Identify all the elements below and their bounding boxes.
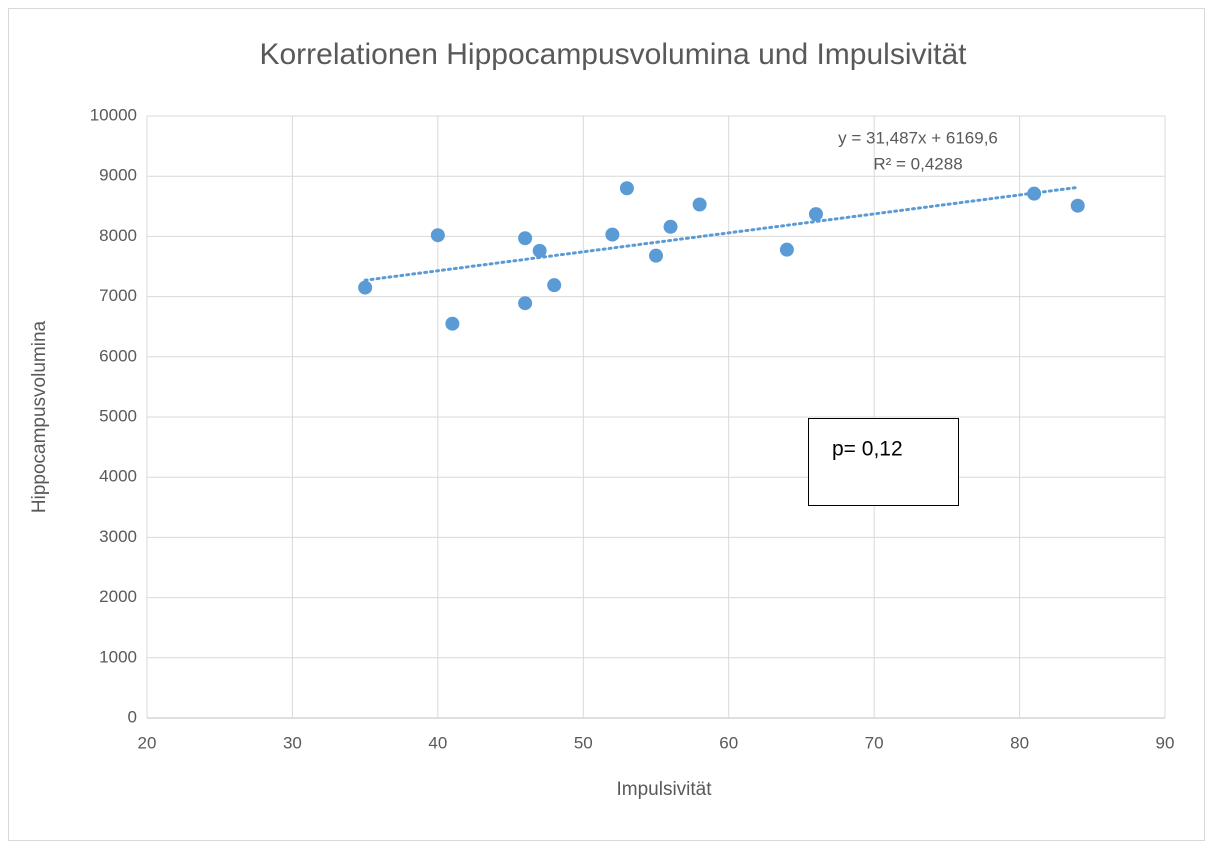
y-tick-label: 9000	[99, 166, 137, 185]
data-point	[358, 280, 373, 295]
y-tick-label: 5000	[99, 406, 137, 425]
y-tick-label: 0	[128, 707, 137, 726]
x-tick-label: 90	[1156, 733, 1175, 752]
data-point	[1070, 198, 1085, 213]
y-tick-label: 1000	[99, 647, 137, 666]
y-tick-label: 3000	[99, 527, 137, 546]
annotation: p= 0,12	[832, 438, 903, 461]
y-tick-label: 10000	[90, 105, 137, 124]
data-point	[1027, 186, 1042, 201]
data-point	[649, 248, 663, 263]
y-tick-label: 6000	[99, 346, 137, 365]
data-point	[518, 231, 533, 246]
trendline	[363, 185, 1080, 282]
data-point	[445, 316, 460, 331]
trendline-r-squared: R² = 0,4288	[873, 154, 962, 173]
x-axis-label: Impulsivität	[616, 779, 712, 800]
data-point	[692, 197, 707, 212]
data-point	[779, 242, 794, 257]
y-axis-label: Hippocampusvolumina	[29, 320, 50, 513]
plot-area: 0 1000 2000 3000 4000 5000 6000 7000 8000 9000 100…	[90, 105, 1175, 752]
trendline-equation: y = 31,487x + 6169,6	[838, 128, 998, 147]
x-tick-label: 60	[719, 733, 738, 752]
data-point	[547, 278, 562, 293]
y-tick-label: 2000	[99, 587, 137, 606]
x-tick-label: 80	[1010, 733, 1029, 752]
x-tick-label: 30	[283, 733, 302, 752]
data-point	[605, 227, 620, 242]
annotation-box	[808, 418, 959, 506]
data-point	[532, 243, 547, 258]
x-tick-label: 70	[865, 733, 884, 752]
data-point	[808, 207, 823, 222]
data-point	[619, 181, 634, 196]
x-tick-label: 20	[138, 733, 157, 752]
y-tick-label: 7000	[99, 286, 137, 305]
x-tick-label: 40	[428, 733, 447, 752]
chart-border	[8, 8, 1205, 841]
data-point	[430, 228, 445, 243]
data-point	[518, 296, 533, 311]
x-tick-label: 50	[574, 733, 593, 752]
y-tick-label: 8000	[99, 226, 137, 245]
y-tick-label: 4000	[99, 467, 137, 486]
data-point	[663, 219, 678, 234]
chart-title: Korrelationen Hippocampusvolumina und Im…	[259, 38, 967, 71]
